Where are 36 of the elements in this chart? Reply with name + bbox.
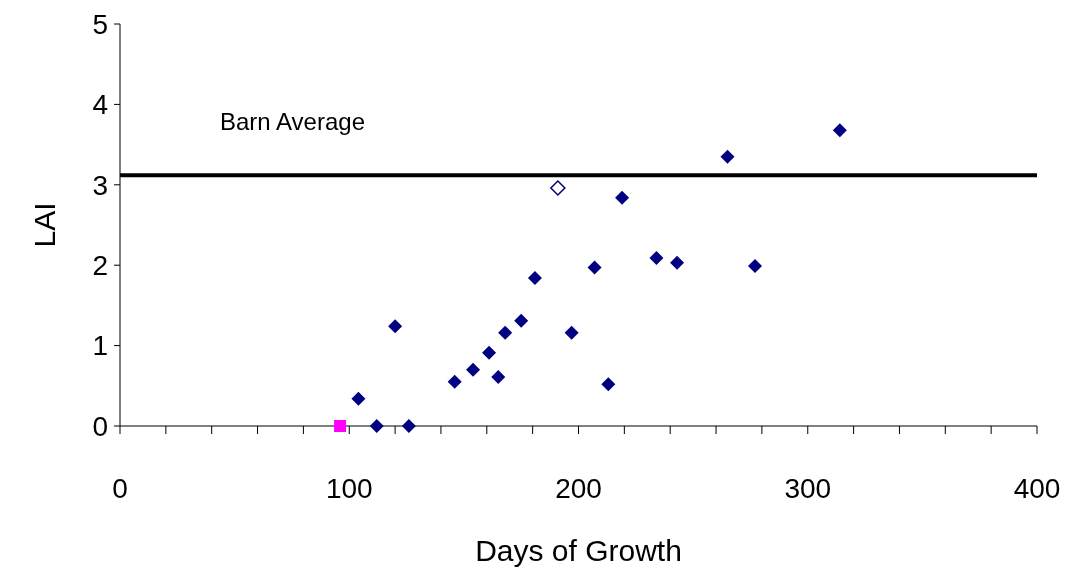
y-tick-label: 4	[92, 89, 108, 121]
point	[615, 190, 630, 205]
point	[491, 369, 506, 384]
y-tick-label: 5	[92, 8, 108, 40]
point	[601, 377, 616, 392]
point	[482, 345, 497, 360]
point	[401, 419, 416, 433]
point	[334, 420, 347, 432]
x-tick-label: 100	[325, 473, 373, 504]
x-axis-title: Days of Growth	[475, 534, 682, 567]
y-tick-label: 2	[92, 250, 108, 281]
point	[388, 319, 403, 334]
point	[351, 391, 366, 406]
y-tick-label: 1	[92, 330, 108, 362]
point	[466, 362, 481, 377]
x-tick-label: 200	[555, 473, 602, 504]
x-tick-label: 300	[784, 473, 832, 504]
point	[587, 260, 602, 275]
x-tick-label: 400	[1013, 473, 1061, 504]
x-tick-label: 0	[112, 473, 128, 504]
point	[527, 271, 542, 286]
point	[832, 123, 847, 138]
y-tick-label: 3	[92, 169, 108, 201]
point	[720, 149, 735, 164]
point	[550, 180, 566, 196]
point	[564, 325, 579, 340]
ref-line-label: Barn Average	[220, 108, 365, 136]
point	[498, 325, 513, 340]
point	[748, 259, 763, 273]
point	[649, 250, 664, 265]
point	[514, 313, 529, 328]
y-axis-title: LAI	[28, 202, 61, 248]
point	[670, 255, 685, 270]
point	[369, 419, 384, 433]
point	[447, 374, 462, 389]
y-tick-label: 0	[92, 410, 108, 442]
